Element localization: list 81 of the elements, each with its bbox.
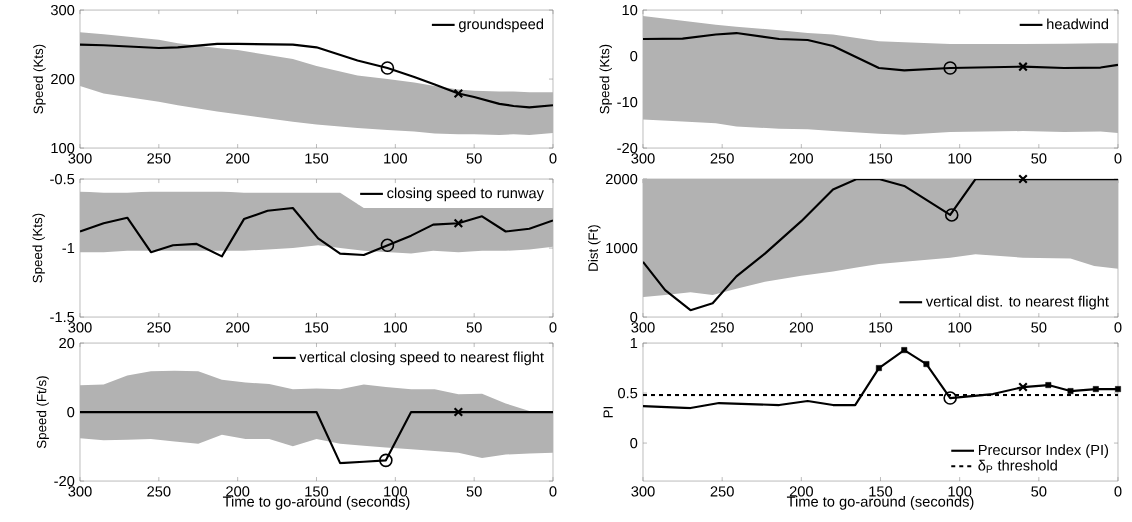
x-tick-label: 50 [466,153,482,164]
x-tick-label: 200 [789,486,813,497]
x-tick-label: 100 [948,322,972,333]
point [943,391,957,405]
x-tick-label: 250 [147,153,171,164]
x-tick-label: 0 [549,322,557,333]
y-tick-label: -10 [617,96,638,108]
x-tick-label: 200 [226,322,250,333]
x-tick-label: 50 [466,486,482,497]
legend-label: δ$_{P}$ threshold [978,459,1057,473]
legend-label: Precursor Index (PI) [978,444,1109,458]
point [1045,382,1052,388]
line-series [643,31,1118,72]
y-axis-title: Speed (Kts) [32,213,45,283]
x-tick-label: 250 [710,322,734,333]
legend-label: groundspeed [458,18,544,33]
x-tick-label: 100 [948,153,972,164]
point [901,347,908,353]
x-tick-label: 50 [466,322,482,333]
y-tick-label: 0 [630,311,638,323]
y-tick-label: 0 [630,50,638,62]
x-tick-label: 0 [1114,322,1122,333]
y-axis-title: Dist (Ft) [588,225,601,271]
y-tick-label: 1000 [606,242,638,254]
legend-label: vertical closing speed to nearest flight [299,351,544,366]
line-series [80,42,553,109]
y-tick-label: 2000 [605,173,638,185]
y-tick-label: 100 [51,142,75,154]
x-tick-label: 50 [1031,322,1047,333]
x-tick-label: 150 [305,153,329,164]
legend-label: closing speed to runway [387,187,544,202]
x-axis-title: Time to go-around (seconds) [786,495,974,510]
y-tick-label: 200 [51,73,75,85]
x-tick-label: 200 [226,486,250,497]
x-tick-label: 250 [710,486,734,497]
point [923,361,930,367]
x-axis-title: Time to go-around (seconds) [222,495,410,510]
x-tick-label: 100 [384,486,407,497]
y-tick-label: 1 [630,338,638,349]
x-tick-label: 150 [305,322,329,333]
x-tick-label: 0 [549,486,557,497]
x-tick-label: 200 [789,153,813,164]
y-tick-label: 0.5 [618,387,638,399]
x-tick-label: 250 [147,486,171,497]
y-axis-title: Speed (Kts) [599,44,612,114]
y-tick-label: 300 [50,4,75,16]
y-tick-label: 0 [630,437,638,449]
point [1115,386,1121,392]
x-tick-label: 250 [710,153,734,164]
x-tick-label: 150 [869,486,893,497]
x-tick-label: 50 [1031,153,1047,164]
legend-label: vertical dist. to nearest flight [925,295,1109,310]
point [1018,382,1028,392]
x-tick-label: 200 [226,153,250,164]
x-tick-label: 100 [384,153,407,164]
legend-label: headwind [1047,18,1109,30]
x-tick-label: 150 [305,486,329,497]
x-tick-label: 100 [384,322,407,333]
x-tick-label: 0 [1114,486,1122,497]
y-tick-label: 10 [622,4,638,16]
point [1067,388,1074,394]
y-tick-label: 20 [59,337,75,349]
x-tick-label: 100 [948,486,972,497]
y-axis-title: PI [603,406,613,418]
point [1092,386,1099,392]
y-tick-label: -1.5 [50,311,75,323]
y-tick-label: -1 [62,243,75,254]
x-tick-label: 150 [869,153,893,164]
y-tick-label: -0.5 [50,173,75,185]
x-tick-label: 250 [147,322,171,333]
y-tick-label: -20 [54,475,75,487]
point [875,365,882,371]
y-axis-title: Speed (Kts) [33,44,46,114]
x-tick-label: 0 [1114,153,1122,164]
y-tick-label: 0 [67,406,75,418]
x-tick-label: 200 [789,322,813,333]
x-tick-label: 150 [869,322,893,333]
x-tick-label: 50 [1031,486,1047,497]
x-tick-label: 0 [549,153,557,164]
y-axis-title: Speed (Ft/s) [36,376,49,449]
y-tick-label: -20 [617,142,638,154]
